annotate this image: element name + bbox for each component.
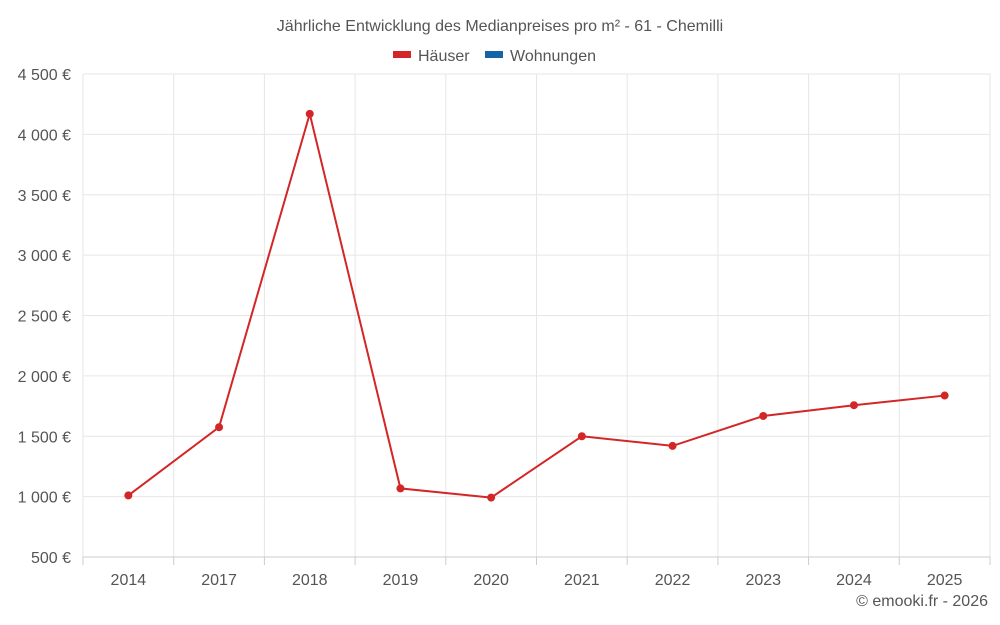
y-tick-label: 500 € [31,550,71,567]
legend-swatch-wohnungen[interactable] [485,51,503,58]
data-point[interactable] [124,491,133,500]
x-tick-label: 2022 [655,572,691,589]
y-tick-label: 2 000 € [18,369,71,386]
legend-label-wohnungen[interactable]: Wohnungen [510,48,596,65]
x-tick-label: 2018 [292,572,328,589]
x-tick-label: 2020 [473,572,509,589]
grid [82,73,991,557]
credit: © emooki.fr - 2026 [856,593,988,610]
y-tick-label: 1 000 € [18,490,71,507]
data-point[interactable] [940,391,949,400]
y-tick-label: 1 500 € [18,429,71,446]
data-point[interactable] [577,432,586,441]
x-tick-label: 2025 [927,572,963,589]
y-tick-label: 3 500 € [18,188,71,205]
data-point[interactable] [396,484,405,493]
y-tick-label: 4 500 € [18,67,71,84]
y-tick-label: 3 000 € [18,248,71,265]
series-layer [124,109,949,502]
x-axis: 2014 2017 2018 2019 2020 2021 2022 2023 2024 2025 [82,556,991,589]
chart-title: Jährliche Entwicklung des Medianpreises … [277,18,723,35]
y-tick-label: 4 000 € [18,127,71,144]
x-tick-label: 2023 [745,572,781,589]
x-tick-label: 2024 [836,572,872,589]
legend-swatch-haeuser[interactable] [393,51,411,58]
x-tick-label: 2019 [383,572,419,589]
data-point[interactable] [759,411,768,420]
y-tick-label: 2 500 € [18,309,71,326]
legend-label-haeuser[interactable]: Häuser [418,48,470,65]
data-point[interactable] [487,493,496,502]
x-tick-label: 2021 [564,572,600,589]
chart-legend: Häuser Wohnungen [393,48,596,65]
data-point[interactable] [215,423,224,432]
x-tick-label: 2014 [111,572,147,589]
data-point[interactable] [668,441,677,450]
y-axis: 500 € 1 000 € 1 500 € 2 000 € 2 500 € 3 000 €… [18,67,71,567]
series-line-0 [127,109,945,499]
data-point[interactable] [305,109,314,118]
x-tick-label: 2017 [201,572,237,589]
data-point[interactable] [849,401,858,410]
